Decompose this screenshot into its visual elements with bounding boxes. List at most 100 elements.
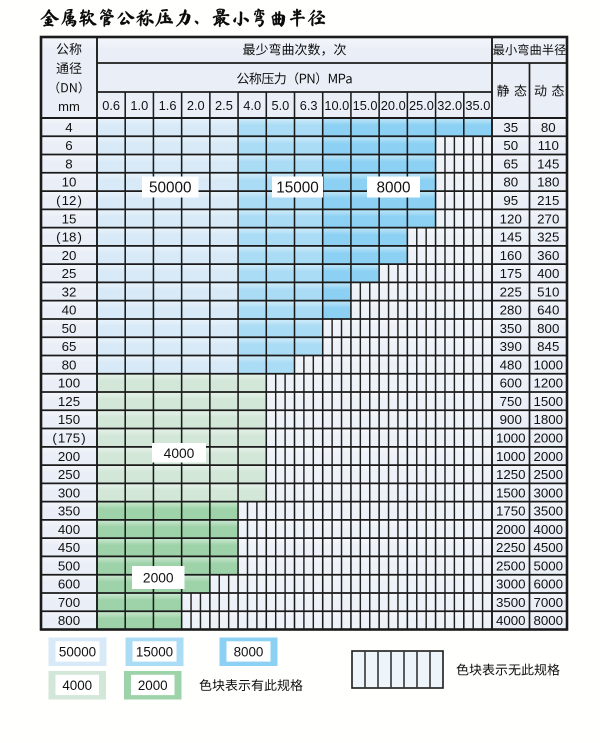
svg-text:145: 145 bbox=[537, 156, 559, 171]
svg-text:2.5: 2.5 bbox=[215, 98, 233, 113]
svg-text:32.0: 32.0 bbox=[437, 98, 462, 113]
svg-text:20: 20 bbox=[62, 248, 77, 263]
svg-text:8000: 8000 bbox=[234, 645, 264, 660]
svg-text:0.6: 0.6 bbox=[102, 98, 120, 113]
svg-text:325: 325 bbox=[537, 230, 559, 245]
svg-text:95: 95 bbox=[503, 193, 518, 208]
svg-text:160: 160 bbox=[500, 248, 522, 263]
svg-text:15: 15 bbox=[62, 211, 77, 226]
svg-text:1800: 1800 bbox=[533, 412, 563, 427]
svg-text:2500: 2500 bbox=[496, 558, 526, 573]
svg-text:7000: 7000 bbox=[533, 595, 563, 610]
svg-text:4: 4 bbox=[65, 120, 72, 135]
svg-text:8: 8 bbox=[65, 156, 72, 171]
svg-text:3000: 3000 bbox=[496, 577, 526, 592]
svg-text:15000: 15000 bbox=[276, 180, 319, 197]
svg-text:32: 32 bbox=[62, 284, 77, 299]
svg-text:800: 800 bbox=[58, 613, 80, 628]
svg-text:510: 510 bbox=[537, 284, 559, 299]
svg-text:25: 25 bbox=[62, 266, 77, 281]
svg-text:1000: 1000 bbox=[533, 357, 563, 372]
svg-text:40: 40 bbox=[62, 303, 77, 318]
svg-text:270: 270 bbox=[537, 211, 559, 226]
svg-text:225: 225 bbox=[500, 284, 522, 299]
svg-text:1000: 1000 bbox=[496, 449, 526, 464]
svg-text:600: 600 bbox=[500, 376, 522, 391]
svg-text:4.0: 4.0 bbox=[243, 98, 261, 113]
svg-text:2.0: 2.0 bbox=[187, 98, 205, 113]
svg-text:10.0: 10.0 bbox=[324, 98, 349, 113]
svg-text:20.0: 20.0 bbox=[381, 98, 406, 113]
svg-text:50000: 50000 bbox=[59, 645, 96, 660]
svg-text:800: 800 bbox=[537, 321, 559, 336]
svg-text:600: 600 bbox=[58, 577, 80, 592]
svg-text:280: 280 bbox=[500, 303, 522, 318]
svg-text:4000: 4000 bbox=[533, 522, 563, 537]
svg-text:4000: 4000 bbox=[496, 613, 526, 628]
svg-text:750: 750 bbox=[500, 394, 522, 409]
svg-text:175: 175 bbox=[500, 266, 522, 281]
svg-text:8000: 8000 bbox=[533, 613, 563, 628]
svg-text:( 18 ): ( 18 ) bbox=[56, 230, 82, 245]
svg-text:15.0: 15.0 bbox=[353, 98, 378, 113]
svg-text:2000: 2000 bbox=[533, 430, 563, 445]
svg-text:6000: 6000 bbox=[533, 577, 563, 592]
svg-text:700: 700 bbox=[58, 595, 80, 610]
svg-text:mm: mm bbox=[58, 99, 80, 114]
svg-text:2500: 2500 bbox=[533, 467, 563, 482]
svg-text:15000: 15000 bbox=[136, 645, 173, 660]
svg-text:80: 80 bbox=[541, 120, 556, 135]
svg-text:120: 120 bbox=[500, 211, 522, 226]
svg-text:5.0: 5.0 bbox=[271, 98, 289, 113]
svg-text:1.0: 1.0 bbox=[130, 98, 148, 113]
svg-text:215: 215 bbox=[537, 193, 559, 208]
svg-text:1500: 1500 bbox=[533, 394, 563, 409]
svg-text:1750: 1750 bbox=[496, 504, 526, 519]
svg-text:50: 50 bbox=[62, 321, 77, 336]
svg-text:3000: 3000 bbox=[533, 485, 563, 500]
svg-text:50: 50 bbox=[503, 138, 518, 153]
svg-text:80: 80 bbox=[62, 357, 77, 372]
svg-text:640: 640 bbox=[537, 303, 559, 318]
svg-text:2250: 2250 bbox=[496, 540, 526, 555]
svg-text:6: 6 bbox=[65, 138, 72, 153]
svg-text:500: 500 bbox=[58, 558, 80, 573]
svg-text:35.0: 35.0 bbox=[465, 98, 490, 113]
svg-text:4500: 4500 bbox=[533, 540, 563, 555]
svg-text:250: 250 bbox=[58, 467, 80, 482]
svg-text:150: 150 bbox=[58, 412, 80, 427]
svg-text:200: 200 bbox=[58, 449, 80, 464]
svg-text:360: 360 bbox=[537, 248, 559, 263]
svg-text:2000: 2000 bbox=[143, 571, 174, 586]
svg-text:10: 10 bbox=[62, 175, 77, 190]
svg-text:65: 65 bbox=[62, 339, 77, 354]
svg-text:35: 35 bbox=[503, 120, 518, 135]
svg-text:180: 180 bbox=[537, 175, 559, 190]
svg-text:900: 900 bbox=[500, 412, 522, 427]
svg-text:145: 145 bbox=[500, 230, 522, 245]
svg-text:3500: 3500 bbox=[496, 595, 526, 610]
svg-text:( 12 ): ( 12 ) bbox=[56, 193, 82, 208]
svg-text:1.6: 1.6 bbox=[159, 98, 177, 113]
svg-text:2000: 2000 bbox=[533, 449, 563, 464]
svg-text:80: 80 bbox=[503, 175, 518, 190]
svg-text:400: 400 bbox=[537, 266, 559, 281]
svg-text:65: 65 bbox=[503, 156, 518, 171]
svg-text:5000: 5000 bbox=[533, 558, 563, 573]
svg-text:350: 350 bbox=[500, 321, 522, 336]
svg-text:25.0: 25.0 bbox=[409, 98, 434, 113]
svg-text:50000: 50000 bbox=[149, 180, 192, 197]
svg-text:( 175 ): ( 175 ) bbox=[52, 430, 85, 445]
svg-text:110: 110 bbox=[538, 138, 559, 153]
svg-text:400: 400 bbox=[58, 522, 80, 537]
svg-text:300: 300 bbox=[58, 485, 80, 500]
svg-text:8000: 8000 bbox=[376, 180, 410, 197]
svg-text:4000: 4000 bbox=[164, 446, 195, 461]
svg-text:100: 100 bbox=[58, 376, 80, 391]
svg-text:6.3: 6.3 bbox=[300, 98, 318, 113]
svg-text:2000: 2000 bbox=[138, 678, 168, 693]
svg-text:4000: 4000 bbox=[62, 678, 92, 693]
svg-text:2000: 2000 bbox=[496, 522, 526, 537]
svg-text:480: 480 bbox=[500, 357, 522, 372]
svg-text:390: 390 bbox=[500, 339, 522, 354]
